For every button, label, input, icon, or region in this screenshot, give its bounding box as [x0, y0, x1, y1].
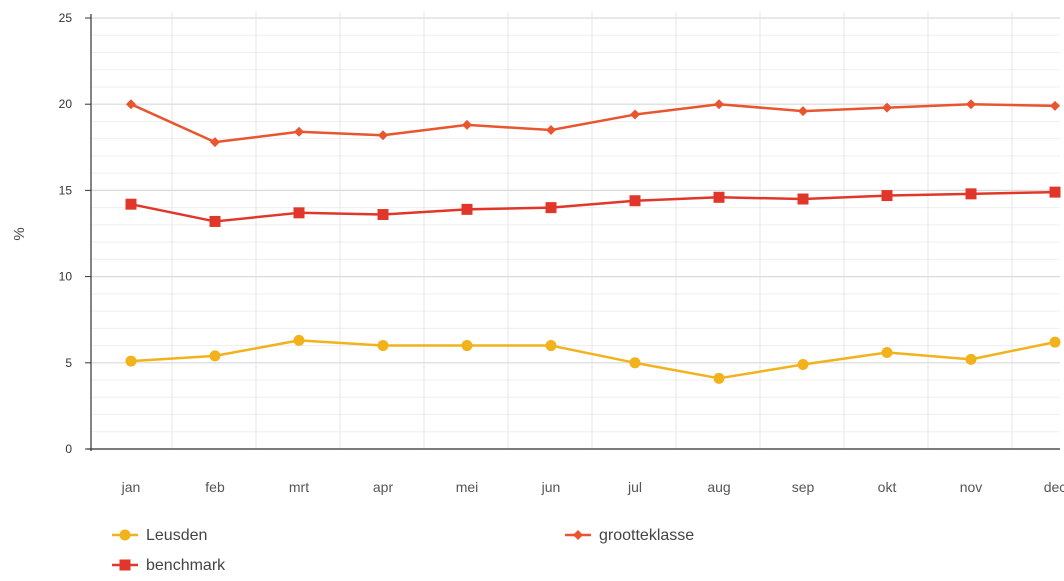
data-point-grootteklasse [630, 109, 640, 120]
data-point-grootteklasse [1050, 100, 1060, 111]
y-tick-label: 15 [59, 183, 73, 197]
legend-swatch-marker [119, 529, 131, 541]
data-point-leusden [545, 340, 557, 352]
x-tick-label: dec [1044, 479, 1064, 495]
x-tick-label: jan [121, 479, 141, 495]
data-point-leusden [881, 346, 893, 358]
legend-swatch-marker [119, 559, 131, 571]
x-tick-label: nov [960, 479, 983, 495]
legend-label: Leusden [146, 527, 207, 544]
x-tick-label: mrt [289, 479, 309, 495]
series-benchmark [125, 186, 1061, 227]
data-point-benchmark [293, 207, 305, 219]
y-tick-label: 5 [65, 356, 72, 370]
data-point-leusden [797, 359, 809, 371]
x-tick-label: apr [373, 479, 394, 495]
series-group [125, 99, 1061, 384]
data-point-benchmark [713, 191, 725, 203]
x-tick-label: aug [707, 479, 730, 495]
x-tick-label: mei [456, 479, 479, 495]
x-tick-label: okt [878, 479, 897, 495]
legend-label: grootteklasse [599, 527, 694, 544]
data-point-leusden [209, 350, 221, 362]
data-point-benchmark [881, 190, 893, 202]
axes [85, 14, 1060, 451]
data-point-leusden [965, 353, 977, 365]
x-tick-label: sep [792, 479, 815, 495]
grid-lines [91, 12, 1060, 450]
legend-swatch-marker [573, 530, 583, 540]
data-point-grootteklasse [378, 130, 388, 141]
y-tick-labels: 0 5 10 15 20 25 [59, 11, 73, 456]
x-tick-labels: jan feb mrt apr mei jun jul aug sep okt nov dec [121, 479, 1064, 495]
data-point-grootteklasse [882, 102, 892, 113]
data-point-grootteklasse [462, 119, 472, 130]
x-tick-label: jul [627, 479, 642, 495]
data-point-grootteklasse [714, 99, 724, 110]
data-point-benchmark [1049, 186, 1061, 198]
y-axis-label: % [11, 227, 28, 240]
data-point-benchmark [629, 195, 641, 207]
data-point-grootteklasse [294, 126, 304, 137]
data-point-benchmark [209, 215, 221, 227]
legend-item-grootteklasse: grootteklasse [565, 527, 694, 544]
series-line-grootteklasse [130, 102, 1056, 144]
data-point-grootteklasse [546, 125, 556, 136]
data-point-leusden [713, 372, 725, 384]
series-line-benchmark [130, 190, 1056, 223]
x-tick-label: jun [541, 479, 561, 495]
y-tick-label: 0 [65, 442, 72, 456]
data-point-grootteklasse [126, 99, 136, 110]
series-leusden [125, 334, 1061, 384]
data-point-benchmark [125, 198, 137, 210]
data-point-benchmark [545, 202, 557, 214]
data-point-leusden [1049, 336, 1061, 348]
data-point-leusden [293, 334, 305, 346]
series-grootteklasse [126, 99, 1060, 148]
data-point-leusden [461, 340, 473, 352]
y-tick-label: 20 [59, 97, 73, 111]
legend: Leusden benchmark grootteklasse [112, 527, 694, 574]
data-point-grootteklasse [798, 106, 808, 117]
data-point-grootteklasse [210, 137, 220, 148]
y-tick-label: 25 [59, 11, 73, 25]
legend-label: benchmark [146, 557, 226, 574]
data-point-benchmark [461, 203, 473, 215]
data-point-benchmark [377, 209, 389, 221]
legend-item-benchmark: benchmark [112, 557, 226, 574]
series-line-leusden [130, 339, 1056, 380]
x-tick-label: feb [205, 479, 225, 495]
data-point-leusden [629, 357, 641, 369]
data-point-benchmark [797, 193, 809, 205]
legend-item-leusden: Leusden [112, 527, 207, 544]
y-tick-label: 10 [59, 270, 73, 284]
data-point-leusden [377, 340, 389, 352]
data-point-leusden [125, 355, 137, 367]
data-point-benchmark [965, 188, 977, 200]
data-point-grootteklasse [966, 99, 976, 110]
